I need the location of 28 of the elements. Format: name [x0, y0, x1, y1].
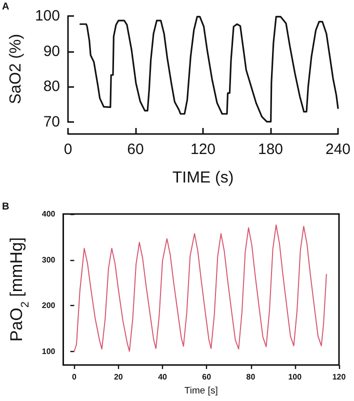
y-tick-label: 100: [34, 8, 60, 24]
x-tick-label: 100: [288, 372, 302, 382]
text: B: [2, 202, 10, 212]
y-tick-label: 400: [42, 210, 56, 218]
y-tick-label: 100: [42, 346, 56, 356]
x-tick-label: 60: [202, 372, 212, 382]
text: A: [2, 2, 10, 12]
x-tick-label: 80: [246, 372, 256, 382]
x-axis-title: TIME (s): [172, 170, 234, 186]
x-axis-title: Time [s]: [184, 385, 218, 396]
x-tick-label: 120: [190, 141, 216, 158]
x-tick-label: 120: [332, 372, 346, 382]
y-axis-title: SaO2 (%): [8, 34, 24, 104]
y-tick-label: 300: [42, 255, 56, 264]
x-tick-label: 180: [258, 141, 284, 158]
y-tick-label: 70: [43, 114, 60, 130]
y-tick-label: 200: [42, 301, 56, 310]
x-tick-label: 0: [64, 141, 72, 158]
x-tick-label: 240: [325, 141, 351, 158]
y-axis-title: PaO2 [mmHg]: [7, 237, 32, 342]
x-tick-label: 0: [72, 372, 78, 382]
y-tick-label: 80: [43, 78, 60, 96]
x-tick-label: 40: [158, 372, 168, 382]
line-series: [79, 16, 339, 122]
y-tick-label: 90: [43, 42, 60, 60]
x-tick-label: 60: [127, 141, 144, 158]
line-series: [74, 224, 327, 352]
x-tick-label: 20: [114, 372, 124, 382]
